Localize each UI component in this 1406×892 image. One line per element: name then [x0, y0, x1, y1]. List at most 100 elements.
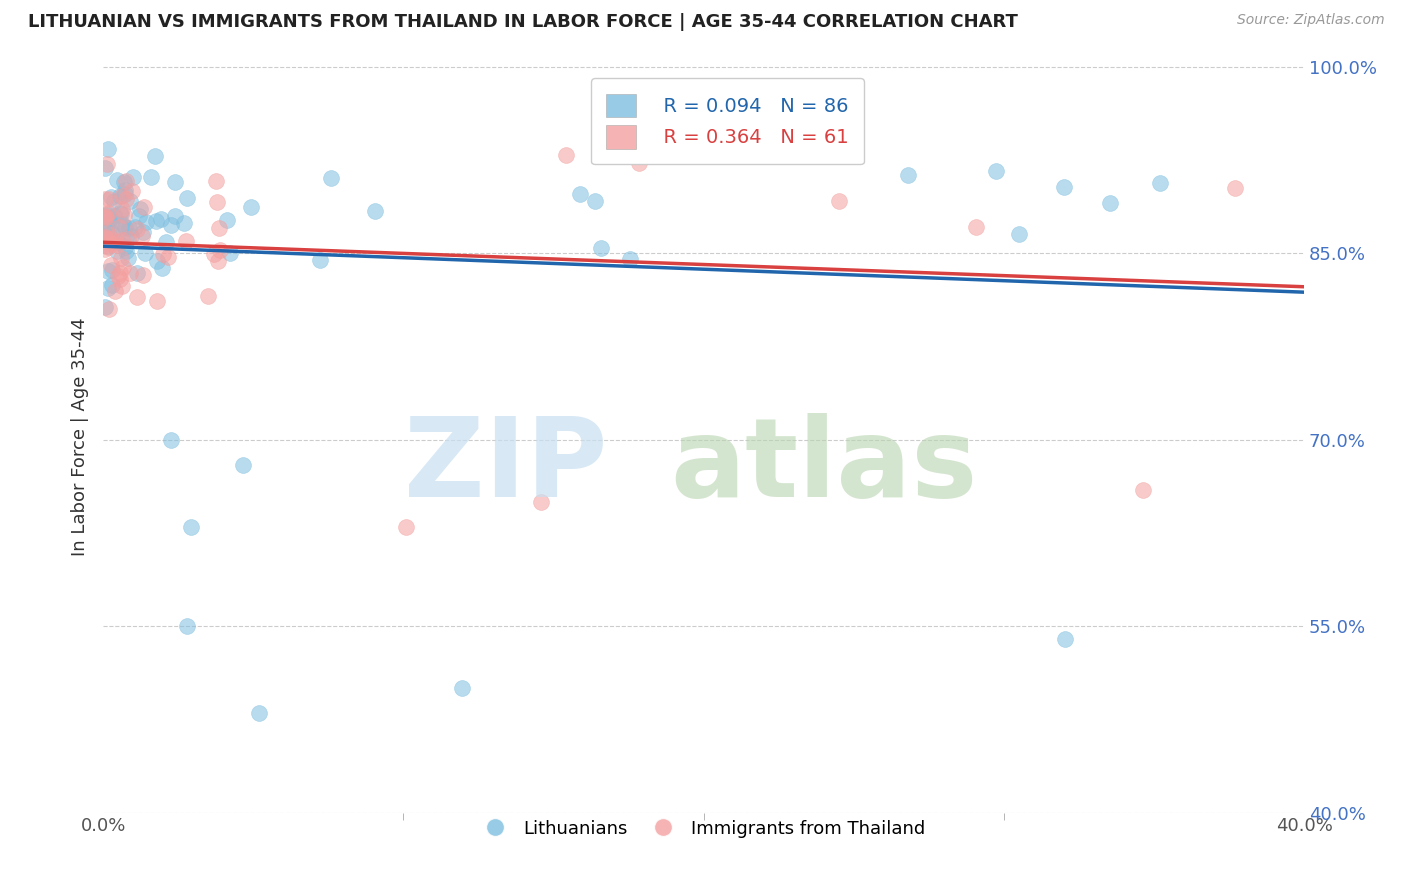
Point — [146, 294, 169, 309]
Point — [96, 224, 118, 238]
Point — [165, 175, 187, 189]
Point — [173, 216, 195, 230]
Point — [96, 157, 118, 171]
Point — [93, 211, 115, 226]
Point — [112, 208, 135, 222]
Point — [128, 209, 150, 223]
Point — [127, 266, 149, 280]
Point — [149, 211, 172, 226]
Point — [814, 122, 837, 136]
Point — [112, 175, 135, 189]
Point — [94, 209, 117, 223]
Point — [96, 239, 118, 253]
Point — [114, 183, 136, 197]
Point — [93, 229, 115, 244]
Point — [114, 187, 136, 202]
Point — [204, 174, 226, 188]
Point — [108, 272, 131, 286]
Point — [628, 156, 651, 170]
Point — [150, 260, 173, 275]
Point — [309, 252, 332, 267]
Point — [125, 222, 148, 236]
Point — [127, 290, 149, 304]
Point — [93, 208, 115, 222]
Point — [319, 171, 342, 186]
Point — [93, 210, 115, 224]
Point — [984, 164, 1007, 178]
Point — [97, 227, 120, 242]
Point — [118, 220, 141, 235]
Point — [97, 216, 120, 230]
Point — [107, 268, 129, 283]
Point — [111, 202, 134, 216]
Point — [121, 184, 143, 198]
Point — [174, 234, 197, 248]
Point — [96, 235, 118, 249]
Point — [135, 215, 157, 229]
Point — [111, 279, 134, 293]
Point — [219, 245, 242, 260]
Point — [145, 214, 167, 228]
Point — [202, 247, 225, 261]
Legend: Lithuanians, Immigrants from Thailand: Lithuanians, Immigrants from Thailand — [475, 813, 932, 845]
Point — [93, 238, 115, 252]
Point — [114, 230, 136, 244]
Point — [101, 278, 124, 293]
Point — [100, 190, 122, 204]
Point — [247, 706, 270, 721]
Text: atlas: atlas — [671, 413, 977, 520]
Point — [120, 194, 142, 208]
Point — [100, 235, 122, 249]
Point — [110, 188, 132, 202]
Point — [215, 213, 238, 227]
Point — [897, 168, 920, 182]
Point — [152, 247, 174, 261]
Point — [105, 244, 128, 258]
Point — [364, 204, 387, 219]
Point — [207, 253, 229, 268]
Point — [120, 266, 142, 280]
Point — [583, 194, 606, 208]
Point — [101, 263, 124, 277]
Point — [107, 235, 129, 249]
Point — [1223, 181, 1246, 195]
Point — [554, 148, 576, 162]
Point — [97, 143, 120, 157]
Point — [132, 225, 155, 239]
Point — [124, 220, 146, 235]
Point — [97, 240, 120, 254]
Point — [93, 301, 115, 315]
Point — [115, 244, 138, 258]
Point — [1008, 227, 1031, 241]
Point — [134, 246, 156, 260]
Point — [143, 149, 166, 163]
Point — [110, 207, 132, 221]
Point — [180, 520, 202, 534]
Point — [100, 258, 122, 272]
Point — [98, 232, 121, 246]
Point — [111, 217, 134, 231]
Point — [569, 187, 592, 202]
Point — [205, 195, 228, 210]
Point — [117, 252, 139, 266]
Point — [94, 242, 117, 256]
Point — [108, 266, 131, 280]
Point — [121, 169, 143, 184]
Point — [110, 219, 132, 234]
Point — [208, 243, 231, 257]
Point — [103, 194, 125, 208]
Point — [159, 433, 181, 447]
Point — [110, 251, 132, 265]
Point — [176, 191, 198, 205]
Point — [163, 209, 186, 223]
Point — [159, 218, 181, 232]
Point — [114, 219, 136, 234]
Text: LITHUANIAN VS IMMIGRANTS FROM THAILAND IN LABOR FORCE | AGE 35-44 CORRELATION CH: LITHUANIAN VS IMMIGRANTS FROM THAILAND I… — [28, 13, 1018, 31]
Point — [114, 192, 136, 206]
Point — [208, 220, 231, 235]
Point — [1132, 483, 1154, 497]
Point — [619, 252, 641, 266]
Point — [134, 200, 156, 214]
Point — [451, 681, 474, 696]
Point — [93, 229, 115, 244]
